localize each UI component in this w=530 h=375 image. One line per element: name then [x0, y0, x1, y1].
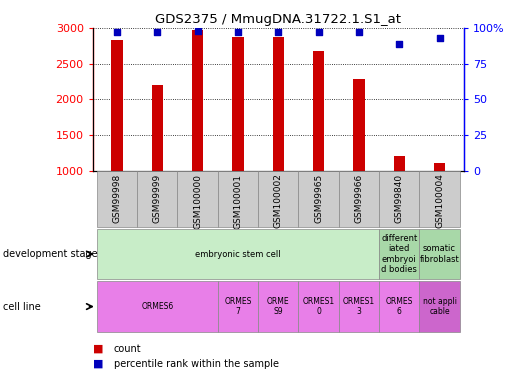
Text: embryonic stem cell: embryonic stem cell	[195, 250, 281, 259]
Text: different
iated
embryoi
d bodies: different iated embryoi d bodies	[381, 234, 417, 274]
Bar	[298, 171, 339, 227]
Point	[193, 28, 202, 34]
Text: ■: ■	[93, 359, 103, 369]
Text: GSM100000: GSM100000	[193, 174, 202, 229]
Bar	[258, 281, 298, 332]
Bar	[419, 171, 460, 227]
Text: not appli
cable: not appli cable	[422, 297, 456, 316]
Bar	[298, 281, 339, 332]
Point	[234, 29, 242, 35]
Bar	[379, 229, 419, 279]
Text: percentile rank within the sample: percentile rank within the sample	[114, 359, 279, 369]
Text: GSM99965: GSM99965	[314, 174, 323, 223]
Text: ORMES1
0: ORMES1 0	[303, 297, 334, 316]
Point	[395, 41, 403, 47]
Bar	[434, 163, 445, 171]
Text: GSM99998: GSM99998	[112, 174, 121, 223]
Text: development stage: development stage	[3, 249, 98, 259]
Bar	[137, 171, 178, 227]
Text: ■: ■	[93, 344, 103, 354]
Bar	[97, 229, 379, 279]
Bar	[313, 51, 324, 171]
Bar	[111, 40, 122, 171]
Title: GDS2375 / MmugDNA.31722.1.S1_at: GDS2375 / MmugDNA.31722.1.S1_at	[155, 13, 401, 26]
Bar	[379, 281, 419, 332]
Bar	[272, 38, 284, 171]
Bar	[354, 80, 365, 171]
Text: GSM99966: GSM99966	[355, 174, 364, 223]
Text: GSM100002: GSM100002	[274, 174, 282, 228]
Point	[435, 35, 444, 41]
Text: ORMES
6: ORMES 6	[385, 297, 413, 316]
Text: GSM99840: GSM99840	[395, 174, 404, 223]
Bar	[97, 171, 137, 227]
Bar	[339, 281, 379, 332]
Text: cell line: cell line	[3, 302, 40, 312]
Bar	[339, 171, 379, 227]
Bar	[178, 171, 218, 227]
Point	[355, 29, 363, 35]
Text: GSM100004: GSM100004	[435, 174, 444, 228]
Bar	[192, 30, 203, 171]
Bar	[419, 281, 460, 332]
Bar	[97, 281, 218, 332]
Bar	[218, 281, 258, 332]
Text: count: count	[114, 344, 142, 354]
Text: ORMES1
3: ORMES1 3	[343, 297, 375, 316]
Text: somatic
fibroblast: somatic fibroblast	[420, 244, 460, 264]
Text: ORMES6: ORMES6	[141, 302, 173, 311]
Bar	[258, 171, 298, 227]
Text: ORMES
7: ORMES 7	[224, 297, 252, 316]
Bar	[218, 171, 258, 227]
Bar	[394, 156, 405, 171]
Point	[113, 29, 121, 35]
Point	[274, 29, 282, 35]
Bar	[232, 38, 244, 171]
Point	[314, 29, 323, 35]
Bar	[152, 85, 163, 171]
Bar	[419, 229, 460, 279]
Text: GSM100001: GSM100001	[233, 174, 242, 229]
Bar	[379, 171, 419, 227]
Text: ORME
S9: ORME S9	[267, 297, 289, 316]
Point	[153, 29, 162, 35]
Text: GSM99999: GSM99999	[153, 174, 162, 223]
